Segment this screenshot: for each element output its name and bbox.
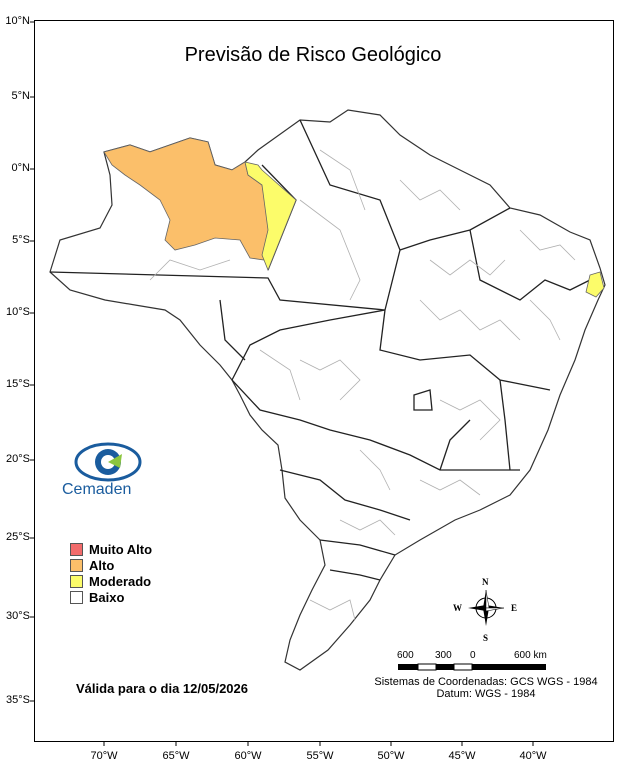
scale-bar bbox=[398, 663, 546, 671]
valid-date: Válida para o dia 12/05/2026 bbox=[76, 681, 248, 696]
scale-label: 600 bbox=[397, 650, 414, 661]
scale-label: 600 km bbox=[514, 650, 547, 661]
lat-label: 20°S bbox=[6, 453, 30, 465]
lon-label: 60°W bbox=[234, 750, 262, 762]
lat-label: 35°S bbox=[6, 694, 30, 706]
lat-label: 10°N bbox=[5, 15, 30, 27]
lat-label: 15°S bbox=[6, 378, 30, 390]
map-title: Previsão de Risco Geológico bbox=[184, 44, 442, 66]
region-alto bbox=[103, 137, 271, 261]
legend-swatch bbox=[70, 574, 83, 588]
tick-marks bbox=[30, 21, 534, 746]
lat-label: 10°S bbox=[6, 306, 30, 318]
lat-label: 0°N bbox=[11, 162, 30, 174]
lon-label: 55°W bbox=[306, 750, 334, 762]
region-moderado bbox=[244, 161, 297, 272]
compass-n: N bbox=[482, 577, 489, 587]
legend-label: Muito Alto bbox=[89, 541, 153, 557]
coord-system-line: Sistemas de Coordenadas: GCS WGS - 1984 bbox=[374, 676, 598, 688]
legend-label: Alto bbox=[89, 557, 115, 573]
lat-label: 30°S bbox=[6, 610, 30, 622]
legend-label: Moderado bbox=[89, 573, 152, 589]
legend-swatch bbox=[70, 558, 83, 572]
legend-item: Muito Alto bbox=[70, 541, 152, 557]
legend-swatch bbox=[70, 590, 83, 604]
legend-item: Moderado bbox=[70, 573, 152, 589]
cemaden-name: Cemaden bbox=[62, 481, 132, 498]
scale-label: 0 bbox=[470, 650, 476, 661]
region-moderado-east bbox=[585, 271, 605, 298]
coordinate-system: Sistemas de Coordenadas: GCS WGS - 1984 … bbox=[371, 676, 601, 700]
compass-s: S bbox=[483, 633, 489, 643]
lat-label: 25°S bbox=[6, 531, 30, 543]
compass-w: W bbox=[453, 603, 462, 613]
brazil-outline bbox=[49, 109, 606, 671]
lon-label: 45°W bbox=[448, 750, 476, 762]
legend-swatch bbox=[70, 542, 83, 556]
lon-label: 50°W bbox=[377, 750, 405, 762]
municipal-boundaries bbox=[149, 149, 576, 621]
cemaden-logo-icon bbox=[74, 442, 142, 482]
compass-icon bbox=[468, 589, 505, 626]
lat-label: 5°N bbox=[11, 90, 30, 102]
legend-item: Alto bbox=[70, 557, 152, 573]
legend: Muito Alto Alto Moderado Baixo bbox=[70, 541, 152, 605]
lon-label: 70°W bbox=[90, 750, 118, 762]
compass-e: E bbox=[511, 603, 518, 613]
lat-label: 5°S bbox=[12, 234, 30, 246]
lon-label: 40°W bbox=[519, 750, 547, 762]
datum-line: Datum: WGS - 1984 bbox=[436, 688, 536, 700]
legend-label: Baixo bbox=[89, 589, 125, 605]
legend-item: Baixo bbox=[70, 589, 152, 605]
state-boundaries bbox=[49, 119, 591, 581]
lon-label: 65°W bbox=[162, 750, 190, 762]
scale-label: 300 bbox=[435, 650, 452, 661]
